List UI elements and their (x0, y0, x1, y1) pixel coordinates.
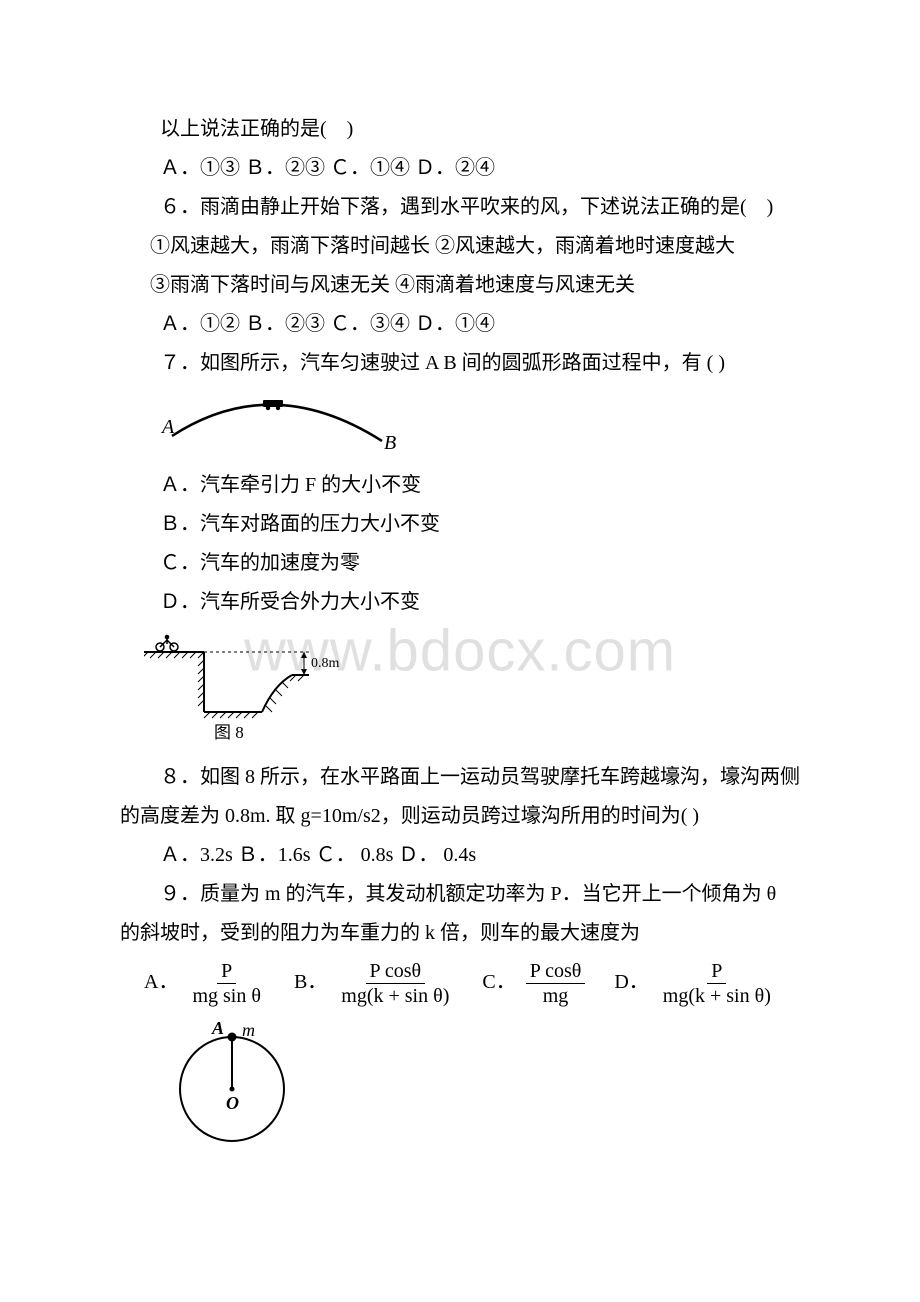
svg-text:图 8: 图 8 (214, 723, 244, 742)
q9-optC: C． P cosθmg (482, 959, 588, 1008)
svg-text:A: A (160, 416, 175, 438)
q7-optB: Ｂ．汽车对路面的压力大小不变 (120, 505, 800, 544)
q7-optC: Ｃ．汽车的加速度为零 (120, 544, 800, 583)
svg-text:m: m (242, 1020, 255, 1040)
q7-figure: A B (120, 391, 800, 458)
q9-optA: A． Pmg sin θ (144, 959, 268, 1008)
q8-options: Ａ．3.2s Ｂ．1.6s Ｃ． 0.8s Ｄ． 0.4s (120, 836, 800, 875)
q9-optD: D． Pmg(k + sin θ) (614, 959, 778, 1008)
svg-text:B: B (384, 432, 396, 453)
q6-options: Ａ．①② Ｂ．②③ Ｃ．③④ Ｄ．①④ (120, 305, 800, 344)
q9-optB: B． P cosθmg(k + sin θ) (294, 959, 456, 1008)
q7-optD: Ｄ．汽车所受合外力大小不变 (120, 583, 800, 622)
q6-line2: ③雨滴下落时间与风速无关 ④雨滴着地速度与风速无关 (120, 266, 800, 305)
page-content: 以上说法正确的是( ) Ａ．①③ Ｂ．②③ Ｃ．①④ Ｄ．②④ ６．雨滴由静止开… (120, 110, 800, 1154)
q6-line1: ①风速越大，雨滴下落时间越长 ②风速越大，雨滴着地时速度越大 (120, 227, 800, 266)
q6-stem: ６．雨滴由静止开始下落，遇到水平吹来的风，下述说法正确的是( ) (120, 188, 800, 227)
svg-text:O: O (226, 1093, 239, 1113)
q5-options: Ａ．①③ Ｂ．②③ Ｃ．①④ Ｄ．②④ (120, 149, 800, 188)
q5-stem: 以上说法正确的是( ) (120, 110, 800, 149)
q9-figure: A m O (120, 1014, 800, 1154)
q9-options: A． Pmg sin θ B． P cosθmg(k + sin θ) C． P… (120, 959, 800, 1008)
q8-figure: 0.8m 图 8 (120, 630, 800, 750)
q7-optA: Ａ．汽车牵引力 F 的大小不变 (120, 466, 800, 505)
q7-stem: ７．如图所示，汽车匀速驶过 A B 间的圆弧形路面过程中，有 ( ) (120, 344, 800, 383)
q9-stem: ９．质量为 m 的汽车，其发动机额定功率为 P．当它开上一个倾角为 θ 的斜坡时… (120, 875, 800, 953)
svg-text:A: A (211, 1018, 224, 1038)
q8-stem: ８．如图 8 所示，在水平路面上一运动员驾驶摩托车跨越壕沟，壕沟两侧的高度差为 … (120, 758, 800, 836)
svg-text:0.8m: 0.8m (311, 656, 340, 671)
